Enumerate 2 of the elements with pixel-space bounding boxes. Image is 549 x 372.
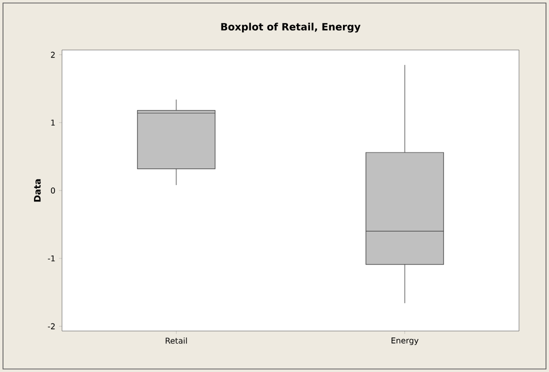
chart-title: Boxplot of Retail, Energy [221, 22, 360, 33]
y-axis-title: Data [34, 179, 41, 202]
